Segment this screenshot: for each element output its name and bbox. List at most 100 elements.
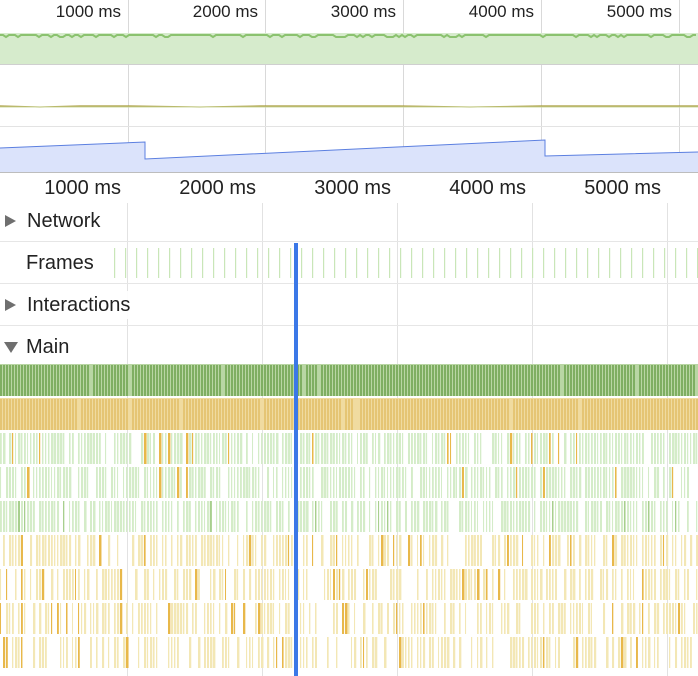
flame-event[interactable] [651,569,653,600]
flame-event[interactable] [501,603,503,634]
flame-event[interactable] [408,637,410,668]
flame-event[interactable] [390,365,392,396]
flame-event[interactable] [186,399,188,430]
flame-event[interactable] [585,535,588,566]
flame-event[interactable] [678,569,680,600]
flame-event[interactable] [210,637,213,668]
flame-event[interactable] [648,399,650,430]
flame-event[interactable] [642,399,644,430]
flame-event[interactable] [78,637,80,668]
flame-event[interactable] [672,535,674,566]
flame-event[interactable] [45,637,47,668]
flame-event[interactable] [324,433,327,464]
flame-event[interactable] [321,365,323,396]
flame-event[interactable] [651,433,653,464]
flame-event[interactable] [198,467,201,498]
flame-event[interactable] [621,399,623,430]
flame-event[interactable] [186,365,188,396]
flame-event[interactable] [516,603,519,634]
flame-event[interactable] [285,603,288,634]
flame-event[interactable] [261,501,263,532]
flame-event[interactable] [48,467,50,498]
flame-event[interactable] [6,603,9,634]
flame-event[interactable] [300,637,302,668]
flame-event[interactable] [225,365,227,396]
flame-event[interactable] [270,365,272,396]
frames-track-header[interactable]: Frames [4,249,98,277]
flame-event[interactable] [39,637,42,668]
flame-event[interactable] [666,365,668,396]
flame-event[interactable] [213,365,215,396]
flame-event[interactable] [522,569,525,600]
flame-event[interactable] [468,365,470,396]
flame-event[interactable] [96,433,99,464]
flame-event[interactable] [522,501,525,532]
flame-event[interactable] [546,637,549,668]
flame-event[interactable] [615,501,618,532]
flame-event[interactable] [102,637,105,668]
flame-event[interactable] [216,535,219,566]
flame-event[interactable] [480,467,483,498]
flame-event[interactable] [486,569,488,600]
flame-event[interactable] [627,603,630,634]
flame-event[interactable] [690,535,693,566]
flame-event[interactable] [63,637,65,668]
flame-event[interactable] [609,467,611,498]
flame-event[interactable] [111,569,113,600]
flame-event[interactable] [504,569,506,600]
flame-event[interactable] [402,603,404,634]
flame-event[interactable] [369,399,371,430]
flame-event[interactable] [93,603,95,634]
flame-event[interactable] [609,399,611,430]
flame-event[interactable] [450,467,452,498]
flame-event[interactable] [414,399,416,430]
flame-event[interactable] [36,467,38,498]
flame-event[interactable] [168,603,171,634]
flame-event[interactable] [117,569,120,600]
flame-event[interactable] [27,399,29,430]
flame-event[interactable] [21,569,23,600]
flame-event[interactable] [210,365,212,396]
flame-event[interactable] [417,365,419,396]
flame-event[interactable] [12,501,15,532]
flame-event[interactable] [480,433,482,464]
flame-event[interactable] [498,535,501,566]
flame-event[interactable] [216,501,218,532]
flame-event[interactable] [222,399,224,430]
flame-event[interactable] [264,399,266,430]
flame-event[interactable] [231,365,233,396]
flame-event[interactable] [300,365,302,396]
flame-event[interactable] [360,399,362,430]
flame-event[interactable] [12,467,14,498]
flame-event[interactable] [45,365,47,396]
flame-event[interactable] [645,569,647,600]
flame-event[interactable] [165,365,167,396]
flame-event[interactable] [471,501,473,532]
flame-event[interactable] [663,569,666,600]
flame-event[interactable] [282,433,284,464]
flame-event[interactable] [609,433,611,464]
flame-event[interactable] [687,399,689,430]
flame-event[interactable] [573,399,575,430]
flame-event[interactable] [438,433,440,464]
flame-event[interactable] [177,467,180,498]
flame-event[interactable] [105,467,107,498]
flame-event[interactable] [474,467,476,498]
flame-event[interactable] [384,467,386,498]
flame-event[interactable] [144,433,147,464]
flame-event[interactable] [375,433,377,464]
flame-event[interactable] [561,467,563,498]
flame-event[interactable] [105,399,107,430]
flame-event[interactable] [216,399,218,430]
flame-event[interactable] [420,399,422,430]
flame-event[interactable] [306,535,308,566]
flame-event[interactable] [657,467,660,498]
flame-event[interactable] [573,535,575,566]
flame-event[interactable] [123,365,125,396]
flame-event[interactable] [426,365,428,396]
flame-event[interactable] [399,535,402,566]
flame-event[interactable] [477,399,479,430]
flame-event[interactable] [651,399,653,430]
flame-event[interactable] [672,467,674,498]
flame-event[interactable] [441,433,444,464]
